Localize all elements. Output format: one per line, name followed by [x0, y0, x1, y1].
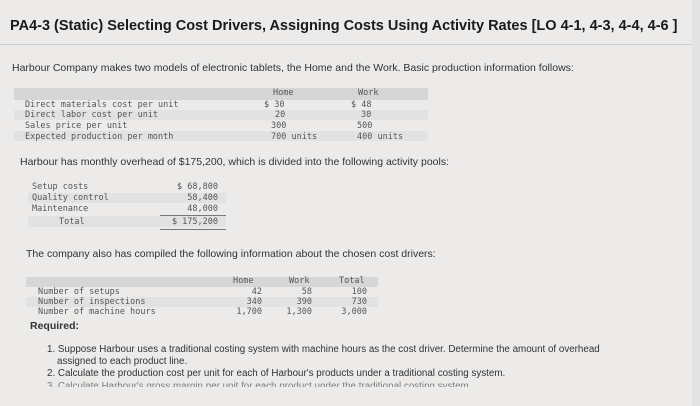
home-value: $ 30	[264, 100, 285, 110]
col-total: Total	[339, 276, 365, 286]
col-home: Home	[273, 88, 294, 98]
total-value: 3,000	[341, 307, 367, 317]
intro-text: Harbour Company makes two models of elec…	[12, 62, 574, 74]
home-value: 300	[271, 121, 287, 131]
row-label: Expected production per month	[25, 132, 174, 142]
requirement-3: 3. Calculate Harbour's gross margin per …	[47, 381, 472, 387]
work-value: 58	[301, 287, 312, 297]
home-value: 340	[246, 297, 262, 307]
home-value: 1,700	[236, 307, 262, 317]
row-label: Direct labor cost per unit	[25, 110, 159, 120]
home-value: 42	[251, 287, 262, 297]
scrollbar[interactable]	[692, 0, 700, 406]
total-value: $ 175,200	[171, 217, 218, 227]
work-value: $ 48	[351, 100, 372, 110]
work-value: 390	[296, 297, 312, 307]
home-value: 20	[275, 110, 286, 120]
pool-value: 48,000	[187, 204, 218, 214]
total-label: Total	[59, 217, 85, 227]
home-value: 700 units	[271, 132, 318, 142]
col-work: Work	[289, 276, 310, 286]
page-title: PA4-3 (Static) Selecting Cost Drivers, A…	[10, 18, 678, 34]
work-value: 500	[357, 121, 373, 131]
drivers-text: The company also has compiled the follow…	[26, 248, 436, 260]
total-value: 100	[351, 287, 367, 297]
work-value: 30	[361, 110, 372, 120]
work-value: 400 units	[357, 132, 404, 142]
row-label: Setup costs	[32, 182, 89, 192]
row-label: Quality control	[32, 193, 109, 203]
col-home: Home	[233, 276, 254, 286]
row-label: Number of machine hours	[38, 307, 156, 317]
row-label: Maintenance	[32, 204, 89, 214]
row-label: Direct materials cost per unit	[25, 100, 179, 110]
divider	[0, 44, 700, 45]
row-label: Number of setups	[38, 287, 120, 297]
work-value: 1,300	[286, 307, 312, 317]
requirement-2: 2. Calculate the production cost per uni…	[47, 368, 506, 379]
row-label: Sales price per unit	[25, 121, 128, 131]
required-label: Required:	[30, 320, 80, 332]
total-value: 730	[351, 297, 367, 307]
requirement-1: 1. Suppose Harbour uses a traditional co…	[47, 344, 600, 355]
row-label: Number of inspections	[38, 297, 146, 307]
pool-value: $ 68,800	[177, 182, 218, 192]
requirement-1-cont: assigned to each product line.	[57, 356, 188, 367]
pool-value: 58,400	[187, 193, 218, 203]
col-work: Work	[358, 88, 379, 98]
overhead-text: Harbour has monthly overhead of $175,200…	[20, 156, 449, 168]
